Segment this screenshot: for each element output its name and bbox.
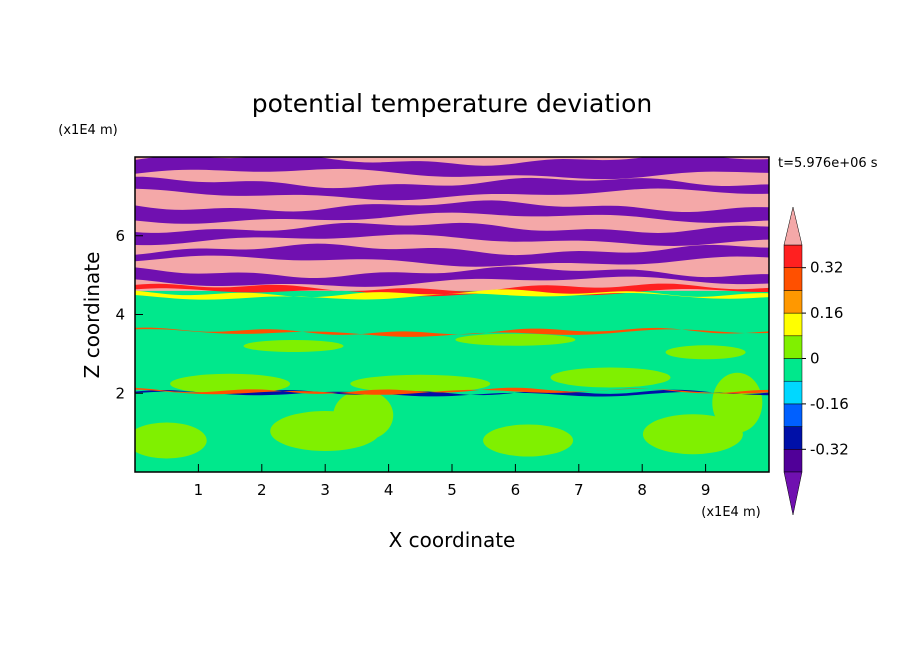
patch (665, 345, 746, 360)
patch (333, 390, 394, 441)
colorbar-band (783, 312, 803, 337)
band (135, 200, 769, 224)
patch (350, 374, 491, 393)
x-tick-label: 9 (701, 481, 711, 499)
patch (712, 372, 763, 433)
band (135, 157, 769, 180)
x-tick-label: 7 (574, 481, 584, 499)
y-unit: (x1E4 m) (58, 123, 117, 138)
x-tick-label: 5 (447, 481, 457, 499)
x-tick-label: 3 (320, 481, 330, 499)
x-tick-label: 2 (257, 481, 267, 499)
colorbar-band (783, 426, 803, 450)
colorbar-label: -0.32 (810, 440, 849, 458)
band (135, 266, 769, 287)
y-axis-label: Z coordinate (80, 252, 104, 379)
band (135, 243, 769, 267)
colorbar-label: 0.32 (810, 259, 843, 277)
chart-title: potential temperature deviation (252, 89, 652, 118)
band (135, 387, 769, 395)
colorbar-band (783, 267, 803, 291)
band (135, 289, 769, 300)
band (135, 222, 769, 246)
contour-field (135, 157, 769, 472)
band (135, 327, 769, 337)
patch (642, 414, 743, 455)
colorbar-band (783, 358, 803, 382)
x-tick-label: 1 (194, 481, 204, 499)
time-label: t=5.976e+06 s (778, 156, 878, 171)
colorbar-under (783, 471, 803, 516)
patch (483, 424, 574, 457)
colorbar-label: 0.16 (810, 304, 843, 322)
field (135, 157, 769, 472)
y-tick-label: 4 (115, 306, 125, 324)
x-tick-label: 6 (511, 481, 521, 499)
patch (455, 333, 576, 346)
colorbar-band (783, 290, 803, 314)
y-tick-label: 2 (115, 384, 125, 402)
colorbar-over (783, 206, 803, 246)
band (135, 176, 769, 201)
x-unit: (x1E4 m) (701, 505, 760, 520)
patch (135, 422, 207, 459)
patch (243, 340, 344, 352)
colorbar-band (783, 335, 803, 359)
patch (170, 373, 291, 394)
x-tick-label: 8 (637, 481, 647, 499)
x-axis-label: X coordinate (389, 528, 516, 552)
patch (550, 367, 671, 388)
colorbar-band (783, 244, 803, 268)
colorbar-label: 0 (810, 350, 820, 368)
colorbar-label: -0.16 (810, 395, 849, 413)
colorbar-band (783, 449, 803, 473)
colorbar-band (783, 380, 803, 405)
x-tick-label: 4 (384, 481, 394, 499)
y-tick-label: 6 (115, 227, 125, 245)
colorbar-band (783, 403, 803, 427)
